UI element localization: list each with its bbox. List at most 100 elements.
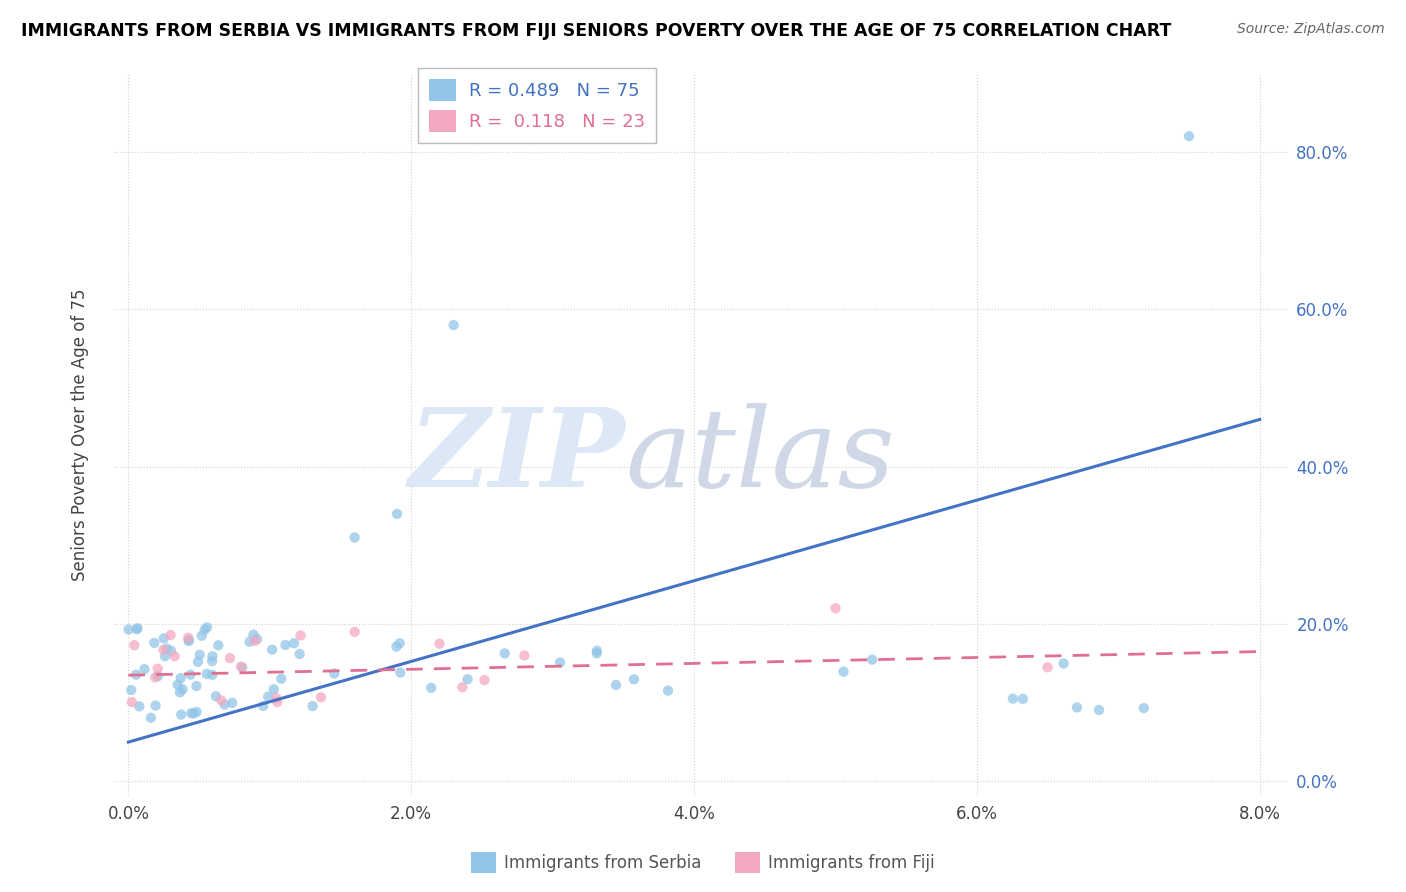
Point	[209, 693, 232, 707]
Point	[257, 690, 280, 704]
Point	[1066, 700, 1088, 714]
Point	[170, 671, 193, 685]
Point	[451, 681, 474, 695]
Point	[177, 634, 200, 648]
Point	[127, 621, 149, 635]
Point	[420, 681, 443, 695]
Point	[494, 646, 516, 660]
Point	[172, 682, 194, 697]
Point	[239, 634, 262, 648]
Point	[183, 706, 205, 721]
Point	[274, 638, 297, 652]
Point	[1178, 129, 1201, 144]
Point	[152, 643, 174, 657]
Point	[1036, 660, 1059, 674]
Text: IMMIGRANTS FROM SERBIA VS IMMIGRANTS FROM FIJI SENIORS POVERTY OVER THE AGE OF 7: IMMIGRANTS FROM SERBIA VS IMMIGRANTS FRO…	[21, 22, 1171, 40]
Point	[262, 642, 284, 657]
Point	[657, 683, 679, 698]
Point	[343, 531, 366, 545]
Point	[187, 655, 209, 669]
Point	[288, 647, 311, 661]
Point	[186, 679, 208, 693]
Point	[121, 695, 143, 709]
Point	[160, 644, 183, 658]
Point	[513, 648, 536, 663]
Point	[266, 695, 288, 709]
Point	[301, 699, 323, 714]
Point	[152, 632, 174, 646]
Point	[128, 699, 150, 714]
Point	[146, 662, 169, 676]
Point	[323, 666, 346, 681]
Point	[125, 622, 148, 636]
Point	[385, 507, 408, 521]
Point	[117, 623, 139, 637]
Point	[290, 628, 312, 642]
Point	[219, 651, 242, 665]
Point	[214, 698, 236, 712]
Point	[194, 623, 217, 637]
Point	[191, 629, 214, 643]
Point	[605, 678, 627, 692]
Legend: R = 0.489   N = 75, R =  0.118   N = 23: R = 0.489 N = 75, R = 0.118 N = 23	[418, 68, 655, 143]
Point	[429, 637, 451, 651]
Point	[163, 649, 186, 664]
Point	[1052, 657, 1074, 671]
Point	[263, 682, 285, 697]
Point	[145, 698, 167, 713]
Point	[125, 667, 148, 681]
Point	[188, 648, 211, 662]
Point	[170, 707, 193, 722]
Point	[124, 638, 146, 652]
Point	[146, 669, 169, 683]
Point	[153, 649, 176, 664]
Point	[143, 636, 166, 650]
Point	[252, 698, 274, 713]
Point	[457, 673, 479, 687]
Point	[221, 696, 243, 710]
Point	[177, 631, 200, 645]
Point	[1001, 691, 1024, 706]
Point	[180, 706, 202, 721]
Point	[242, 628, 264, 642]
Point	[264, 691, 287, 706]
Point	[585, 646, 607, 660]
Point	[143, 670, 166, 684]
Point	[586, 644, 609, 658]
Point	[443, 318, 465, 332]
Y-axis label: Seniors Poverty Over the Age of 75: Seniors Poverty Over the Age of 75	[72, 289, 89, 582]
Point	[231, 660, 253, 674]
Point	[120, 683, 142, 698]
Point	[166, 678, 188, 692]
Point	[159, 628, 181, 642]
Text: ZIP: ZIP	[408, 403, 624, 510]
Point	[270, 672, 292, 686]
Point	[832, 665, 855, 679]
Point	[1133, 701, 1156, 715]
Point	[195, 620, 218, 634]
Point	[195, 666, 218, 681]
Point	[201, 668, 224, 682]
Point	[860, 653, 883, 667]
Point	[229, 659, 252, 673]
Text: Source: ZipAtlas.com: Source: ZipAtlas.com	[1237, 22, 1385, 37]
Point	[385, 640, 408, 654]
Legend: Immigrants from Serbia, Immigrants from Fiji: Immigrants from Serbia, Immigrants from …	[464, 846, 942, 880]
Point	[623, 673, 645, 687]
Point	[156, 641, 179, 656]
Point	[205, 690, 228, 704]
Point	[201, 654, 224, 668]
Point	[824, 601, 846, 615]
Point	[309, 690, 332, 705]
Text: atlas: atlas	[624, 403, 894, 510]
Point	[388, 636, 411, 650]
Point	[169, 685, 191, 699]
Point	[243, 633, 266, 648]
Point	[474, 673, 496, 687]
Point	[343, 624, 366, 639]
Point	[134, 662, 156, 676]
Point	[548, 656, 571, 670]
Point	[1088, 703, 1111, 717]
Point	[179, 667, 201, 681]
Point	[246, 632, 269, 646]
